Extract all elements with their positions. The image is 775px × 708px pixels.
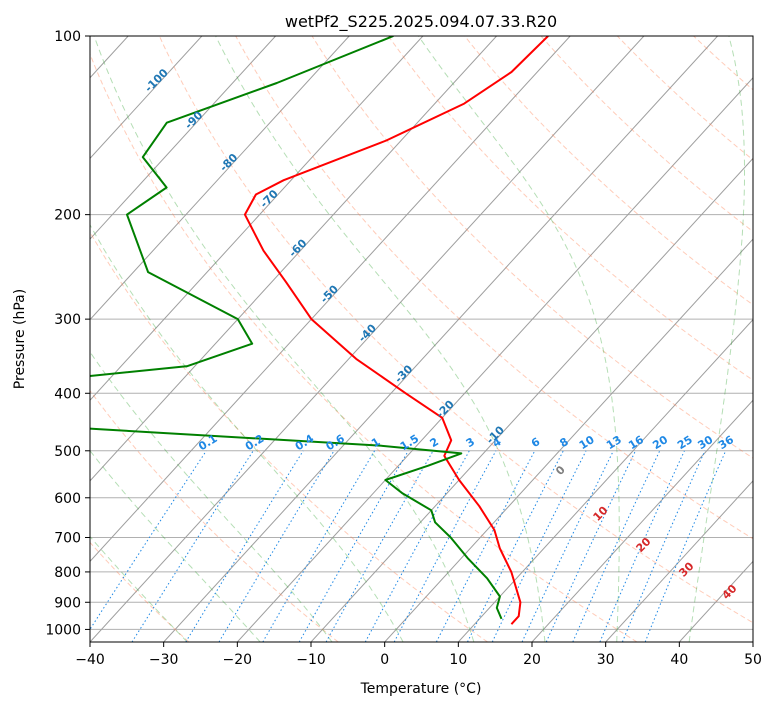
mixing-ratio-line: [298, 450, 409, 642]
mixing-ratio-line: [185, 450, 304, 642]
isotherm-line: [163, 36, 718, 642]
isotherm-line: [90, 36, 276, 240]
mixing-ratio-line: [491, 450, 587, 642]
mixing-ratio-line: [131, 450, 254, 642]
y-tick-label: 800: [54, 565, 81, 581]
mixing-ratio-line: [262, 450, 376, 642]
mixing-ratio-line: [218, 450, 335, 642]
mixing-ratio-line: [521, 450, 614, 642]
x-tick-label: 50: [744, 652, 762, 668]
dry-adiabat: [158, 36, 753, 624]
x-axis-label: Temperature (°C): [360, 681, 482, 697]
mixing-ratio-line: [393, 450, 497, 642]
x-tick-label: 20: [523, 652, 541, 668]
mixing-ratio-line: [364, 450, 470, 642]
profile-lines: [90, 36, 549, 625]
y-tick-label: 500: [54, 444, 81, 460]
moist-adiabat: [90, 351, 333, 642]
isotherm-line: [457, 318, 753, 642]
x-tick-label: 30: [597, 652, 615, 668]
isotherm-line: [90, 36, 497, 482]
dry-adiabat: [464, 36, 753, 306]
y-tick-label: 600: [54, 491, 81, 507]
mixing-ratio-line: [545, 450, 636, 642]
x-tick-label: −30: [149, 652, 179, 668]
mixing-ratio-line: [572, 450, 661, 642]
isotherm-line: [90, 36, 350, 321]
temperature-profile: [243, 36, 549, 625]
y-tick-label: 900: [54, 595, 81, 611]
axes: −40 −30 −20 −10 0 10 20 30 40 50 100 200 300 400 500 60…: [45, 29, 762, 668]
mixing-ratio-line: [644, 450, 727, 642]
y-tick-label: 100: [54, 29, 81, 45]
plot-frame: [89, 35, 754, 643]
isotherm-line: [90, 36, 645, 642]
dry-adiabat: [540, 36, 753, 233]
x-tick-label: 10: [449, 652, 467, 668]
x-tick-label: −20: [223, 652, 253, 668]
moist-adiabat: [93, 36, 475, 642]
y-tick-label: 700: [54, 531, 81, 547]
y-axis-label: Pressure (hPa): [12, 289, 28, 389]
y-tick-label: 1000: [45, 622, 81, 638]
chart-title: wetPf2_S225.2025.094.07.33.R20: [285, 12, 557, 32]
isotherm-line: [90, 36, 424, 401]
x-tick-label: 40: [670, 652, 688, 668]
isotherm-line: [236, 77, 753, 642]
moist-adiabat: [215, 36, 546, 642]
moist-adiabat: [417, 36, 620, 642]
dewpoint-profile: [90, 36, 503, 620]
isotherm-line: [310, 157, 753, 642]
y-tick-label: 400: [54, 386, 81, 402]
isotherm-line: [531, 399, 753, 642]
dry-adiabat: [90, 52, 638, 642]
x-tick-label: −10: [296, 652, 326, 668]
y-tick-label: 300: [54, 312, 81, 328]
mixing-ratio-line: [621, 450, 706, 642]
dry-adiabat: [235, 36, 753, 540]
isotherm-line: [90, 36, 203, 160]
mixing-ratio-line: [599, 450, 685, 642]
y-tick-label: 200: [54, 208, 81, 224]
mixing-ratio-line: [325, 450, 434, 642]
isotherm-line: [384, 238, 753, 642]
background-lines: [90, 36, 753, 642]
dry-adiabat: [90, 389, 339, 642]
x-tick-label: 0: [380, 652, 389, 668]
isotherm-line: [90, 36, 571, 563]
moist-adiabat: [90, 223, 404, 642]
x-tick-label: −40: [75, 652, 105, 668]
isotherm-line: [605, 480, 753, 642]
dry-adiabat: [387, 36, 753, 381]
moist-adiabat: [688, 36, 745, 642]
